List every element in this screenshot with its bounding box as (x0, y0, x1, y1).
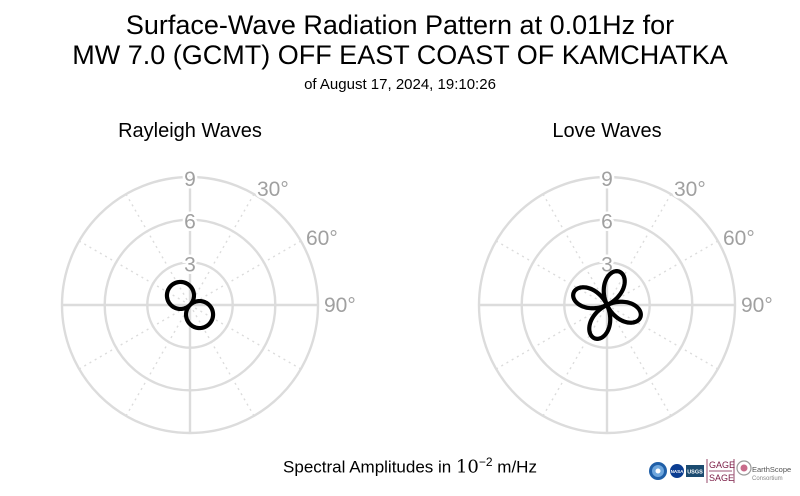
love-ring-6 (520, 218, 694, 392)
rayleigh-angle-tick-90: 90° (324, 294, 356, 317)
nasa-logo: NASA (670, 464, 684, 478)
rayleigh-angle-tick-60: 60° (306, 227, 338, 250)
gage-logo-text: GAGE (709, 460, 735, 470)
rayleigh-radial-tick-9: 9 (184, 168, 196, 191)
rayleigh-spoke-30 (189, 193, 255, 306)
sage-logo-text: SAGE (709, 473, 734, 483)
amplitude-label-base: 10 (455, 456, 479, 478)
nsf-logo (649, 462, 667, 480)
rayleigh-radial-tick-6: 6 (184, 211, 196, 234)
rayleigh-spoke-60 (189, 240, 302, 306)
amplitude-unit-label: Spectral Amplitudes in 10−2 m/Hz (0, 455, 800, 478)
rayleigh-spoke-150 (189, 304, 255, 417)
earthscope-logo-mark (736, 460, 752, 476)
rayleigh-panel-title: Rayleigh Waves (118, 120, 262, 142)
usgs-logo-text: USGS (687, 470, 703, 476)
love-spoke-30 (606, 193, 672, 306)
earthscope-logo-text: EarthScope (752, 465, 791, 474)
rayleigh-ring-6 (103, 218, 277, 392)
chart-title-line2: MW 7.0 (GCMT) OFF EAST COAST OF KAMCHATK… (72, 40, 728, 70)
consortium-logo-text: Consortium (752, 476, 783, 482)
love-ring-9 (477, 175, 737, 435)
love-spoke-210 (542, 304, 608, 417)
sponsor-logos: NASA USGS GAGE SAGE EarthScope Consortiu… (649, 459, 791, 483)
love-radiation-pattern (571, 269, 643, 341)
love-radial-tick-6: 6 (601, 211, 613, 234)
love-angle-tick-90: 90° (741, 294, 773, 317)
chart-subtitle: of August 17, 2024, 19:10:26 (304, 76, 496, 93)
rayleigh-radiation-pattern (164, 279, 216, 331)
amplitude-label-prefix: Spectral Amplitudes in (283, 457, 456, 477)
love-panel-title: Love Waves (552, 120, 661, 142)
chart-title-line1: Surface-Wave Radiation Pattern at 0.01Hz… (125, 10, 675, 40)
rayleigh-spoke-120 (189, 304, 302, 370)
love-ring-3 (563, 261, 651, 349)
rayleigh-radial-tick-3: 3 (184, 253, 196, 276)
rayleigh-spoke-240 (78, 304, 191, 370)
rayleigh-spoke-300 (78, 240, 191, 306)
love-radial-tick-9: 9 (601, 168, 613, 191)
rayleigh-ring-3 (146, 261, 234, 349)
rayleigh-spoke-330 (125, 193, 191, 306)
love-angle-tick-60: 60° (723, 227, 755, 250)
love-spoke-300 (495, 240, 608, 306)
amplitude-label-exponent: −2 (478, 455, 493, 469)
usgs-logo: USGS (686, 465, 704, 477)
rayleigh-ring-9 (60, 175, 320, 435)
love-spoke-120 (606, 304, 719, 370)
rayleigh-spoke-210 (125, 304, 191, 417)
amplitude-label-unit: m/Hz (492, 457, 537, 477)
love-angle-tick-30: 30° (674, 178, 706, 201)
rayleigh-polar-plot: Rayleigh Waves 3 6 9 30° 60° 90° (60, 120, 358, 435)
nasa-logo-text: NASA (671, 469, 685, 474)
rayleigh-angle-tick-30: 30° (257, 178, 289, 201)
